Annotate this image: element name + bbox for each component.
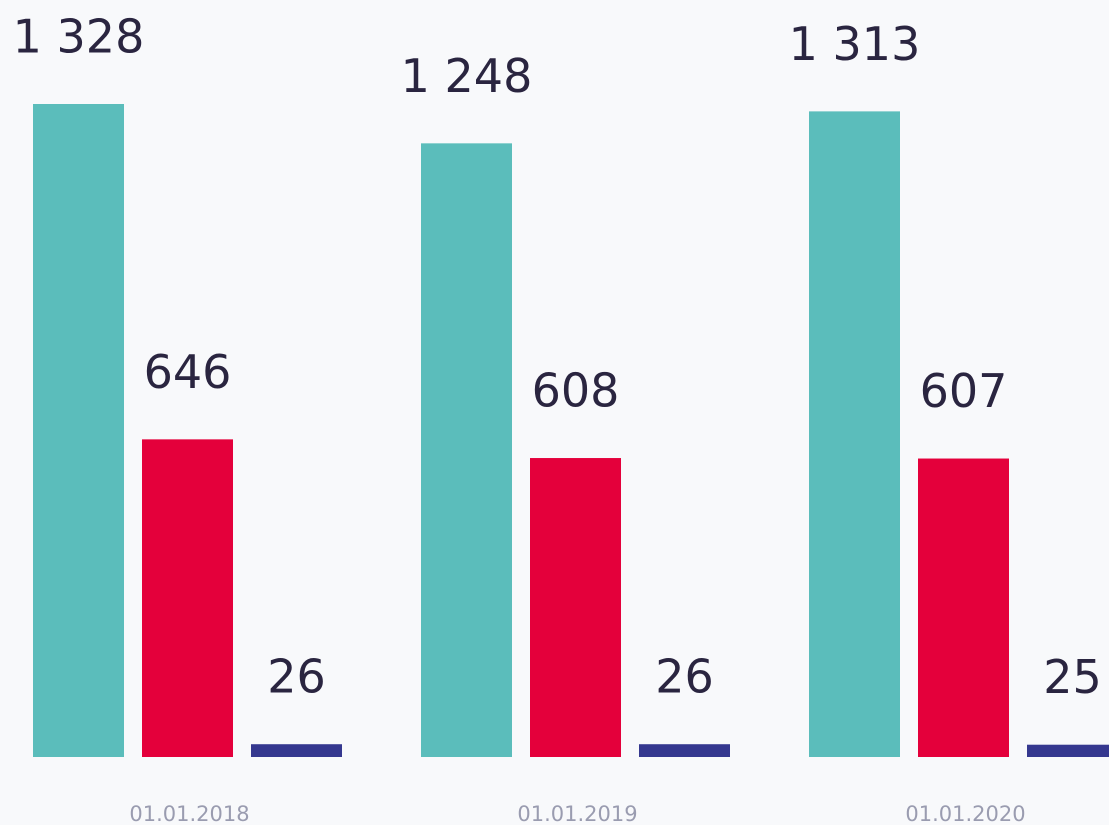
data-label: 646 <box>144 345 232 399</box>
data-label: 1 248 <box>401 49 533 103</box>
bar <box>421 143 512 758</box>
x-tick-label: 01.01.2020 <box>905 802 1025 825</box>
data-label: 1 313 <box>789 17 921 71</box>
data-label: 607 <box>920 364 1008 418</box>
bar <box>33 104 124 757</box>
bar <box>809 111 900 758</box>
bar <box>530 458 621 757</box>
bar <box>918 458 1009 757</box>
x-tick-label: 01.01.2019 <box>517 802 637 825</box>
data-label: 25 <box>1043 650 1102 704</box>
data-label: 26 <box>655 650 714 704</box>
bar <box>639 744 730 757</box>
data-label: 608 <box>532 364 620 418</box>
x-tick-label: 01.01.2018 <box>129 802 249 825</box>
bar <box>251 744 342 757</box>
data-label: 26 <box>267 650 326 704</box>
bar <box>1027 744 1109 757</box>
bar <box>142 439 233 757</box>
data-label: 1 328 <box>13 10 145 64</box>
